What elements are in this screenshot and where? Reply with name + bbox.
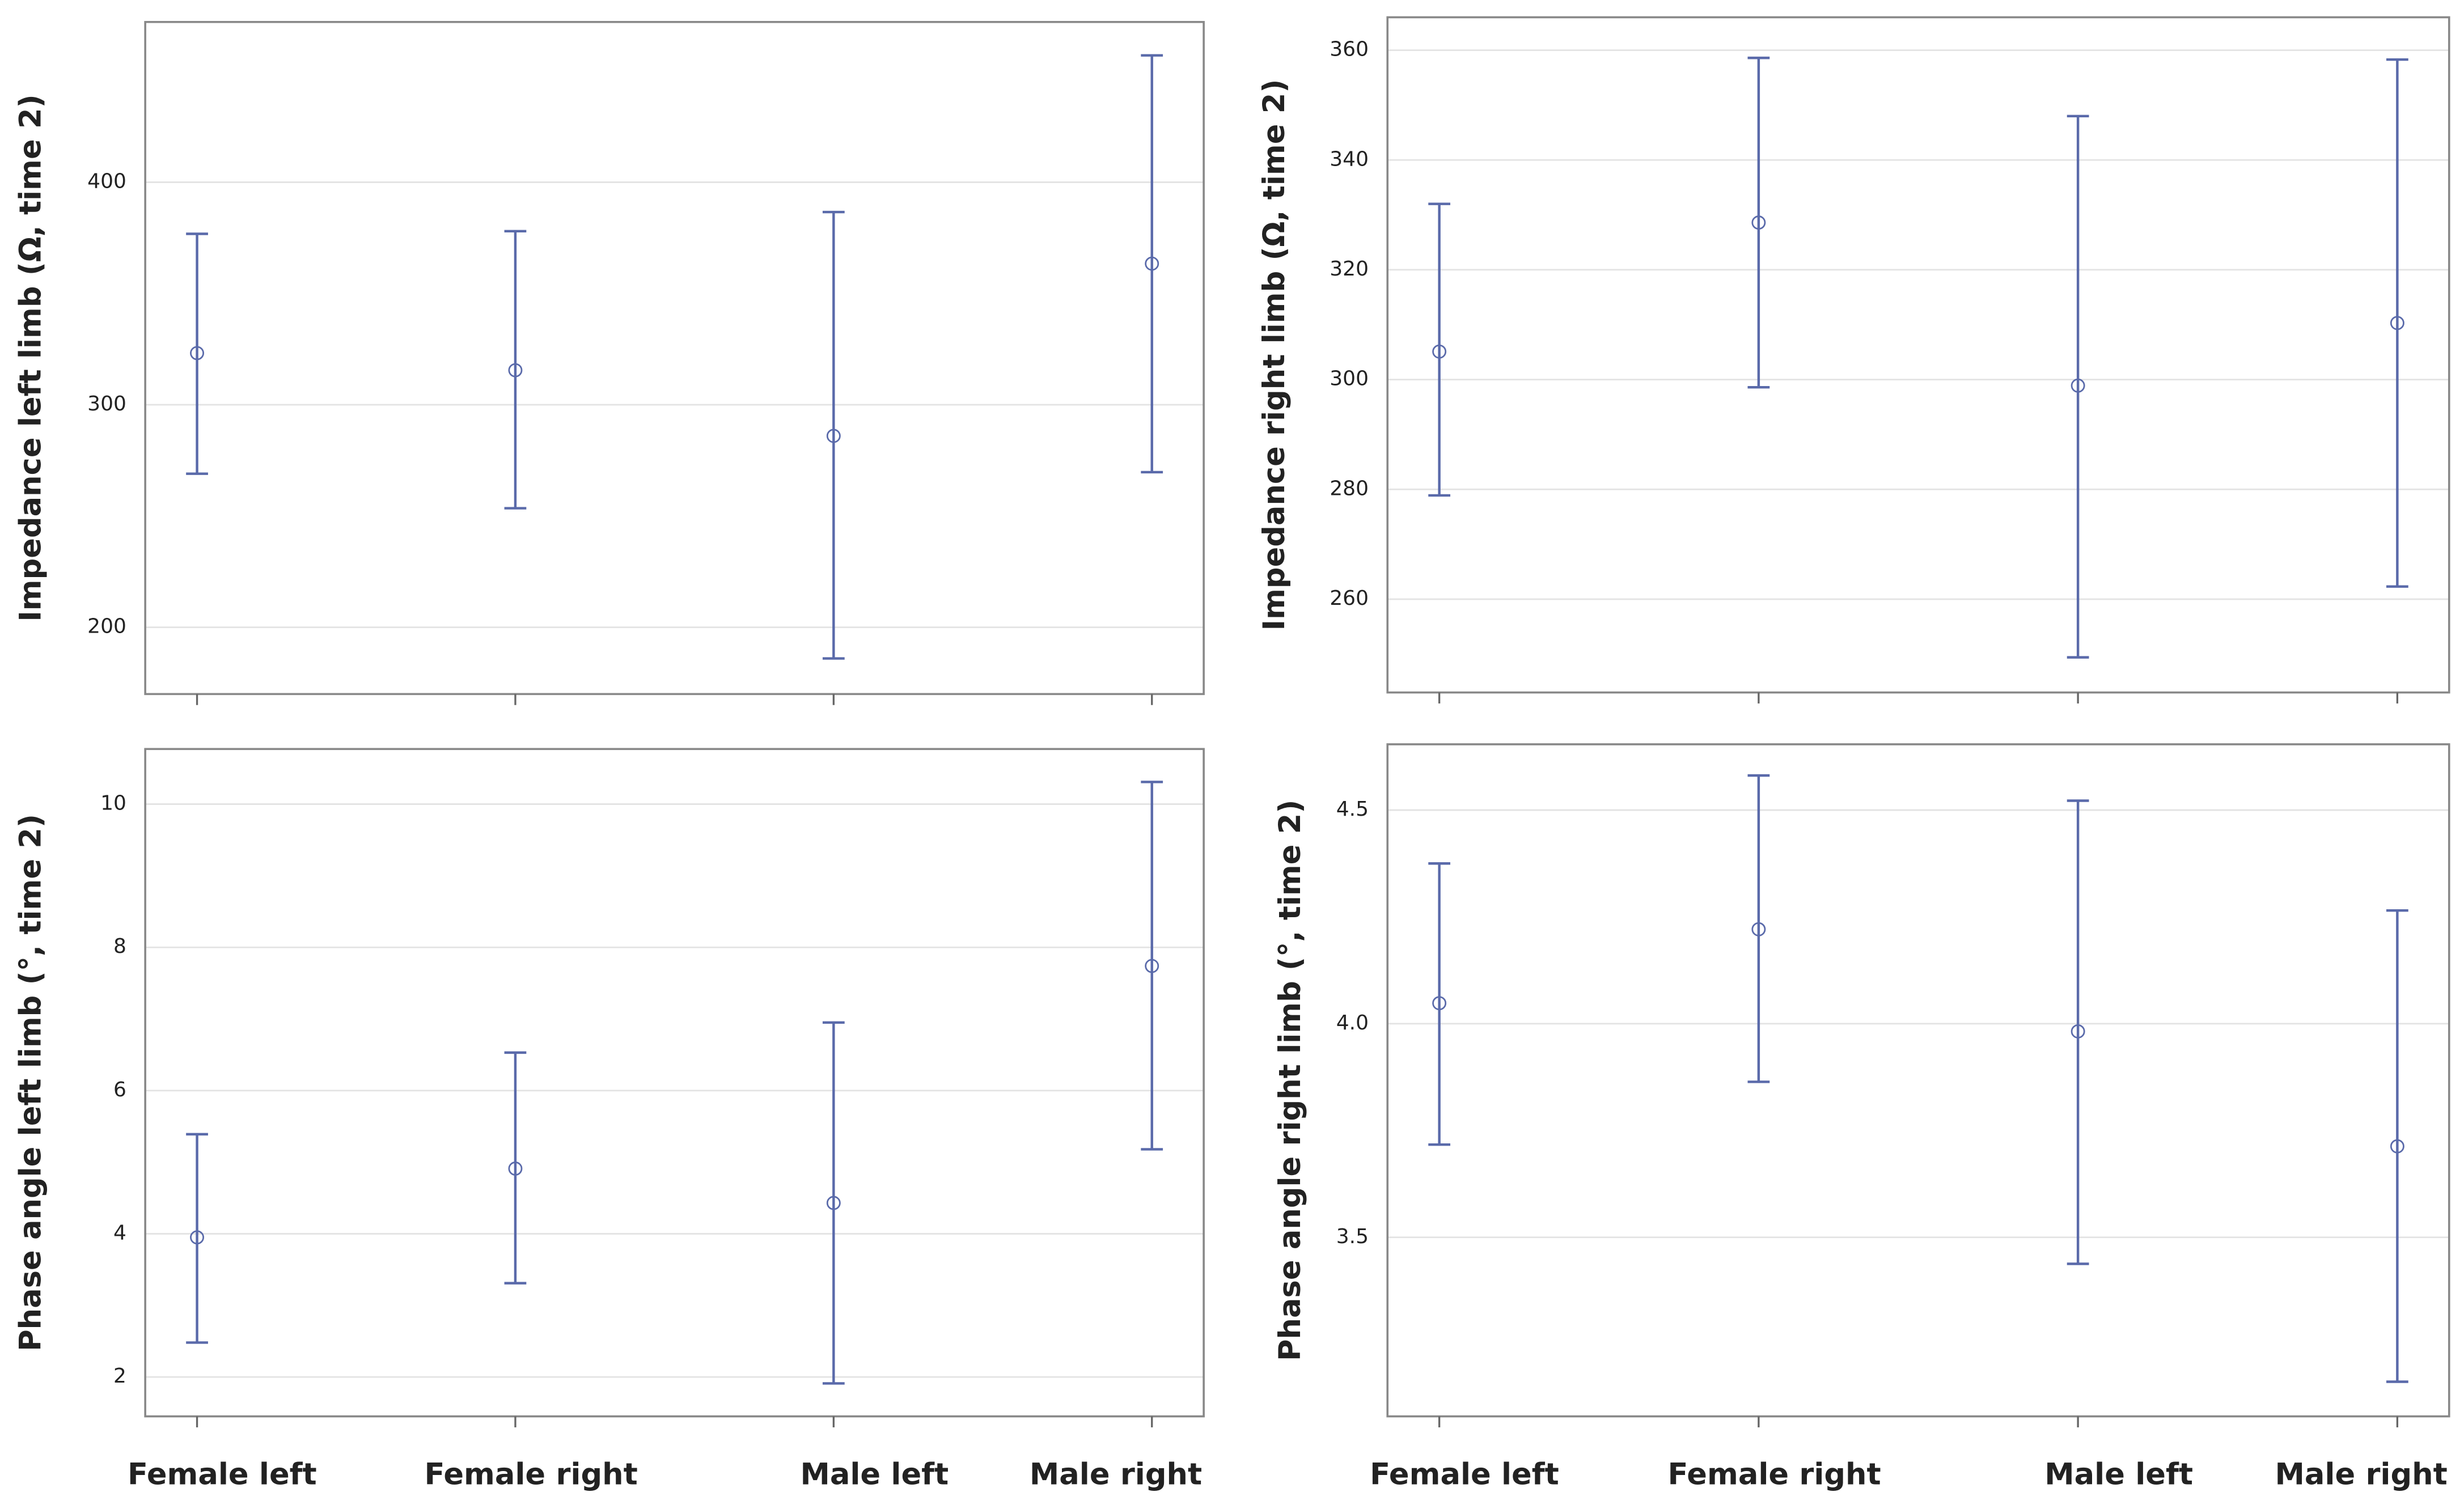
plot-frame [1386,743,2450,1418]
y-tick-label: 4.5 [1336,798,1369,821]
x-tick-label: Male right [2275,1457,2448,1491]
mean-marker [190,346,205,361]
y-axis-label: Phase angle left limb (°, time 2) [13,814,48,1351]
mean-marker [2390,316,2404,330]
y-tick-label: 280 [1330,477,1369,500]
plot-frame [144,20,1205,696]
mean-marker [826,429,841,443]
mean-marker [1751,215,1766,230]
y-tick-label: 2 [113,1364,126,1388]
plot-frame [1386,16,2450,694]
x-tick-label: Female left [128,1457,317,1491]
x-tick-label: Male left [800,1457,949,1491]
y-tick-label: 10 [100,792,126,815]
y-tick-label: 360 [1330,38,1369,61]
mean-marker [1145,959,1159,973]
mean-marker [2071,1024,2085,1039]
mean-marker [2071,378,2085,393]
y-tick-label: 8 [113,935,126,958]
mean-marker [508,363,523,378]
y-tick-label: 4 [113,1221,126,1244]
x-tick-label: Female right [425,1457,638,1491]
mean-marker [2390,1139,2404,1154]
x-tick-label: Male left [2044,1457,2193,1491]
mean-marker [1432,996,1447,1011]
mean-marker [1751,922,1766,936]
y-tick-label: 300 [87,392,126,416]
y-tick-label: 3.5 [1336,1225,1369,1248]
mean-marker [1432,344,1447,359]
y-axis-label: Impedance right limb (Ω, time 2) [1257,79,1292,631]
y-tick-label: 200 [87,615,126,638]
mean-marker [1145,256,1159,271]
plot-frame [144,748,1205,1418]
y-tick-label: 300 [1330,367,1369,391]
y-axis-label: Phase angle right limb (°, time 2) [1273,800,1307,1361]
y-tick-label: 6 [113,1078,126,1101]
x-tick-label: Female right [1667,1457,1881,1491]
x-tick-label: Male right [1030,1457,1202,1491]
y-tick-label: 4.0 [1336,1011,1369,1035]
y-tick-label: 340 [1330,147,1369,171]
y-axis-label: Impedance left limb (Ω, time 2) [13,94,48,621]
y-tick-label: 400 [87,169,126,193]
mean-marker [508,1162,523,1176]
x-tick-label: Female left [1370,1457,1559,1491]
mean-marker [826,1196,841,1210]
y-tick-label: 320 [1330,257,1369,281]
mean-marker [190,1230,205,1245]
y-tick-label: 260 [1330,587,1369,610]
